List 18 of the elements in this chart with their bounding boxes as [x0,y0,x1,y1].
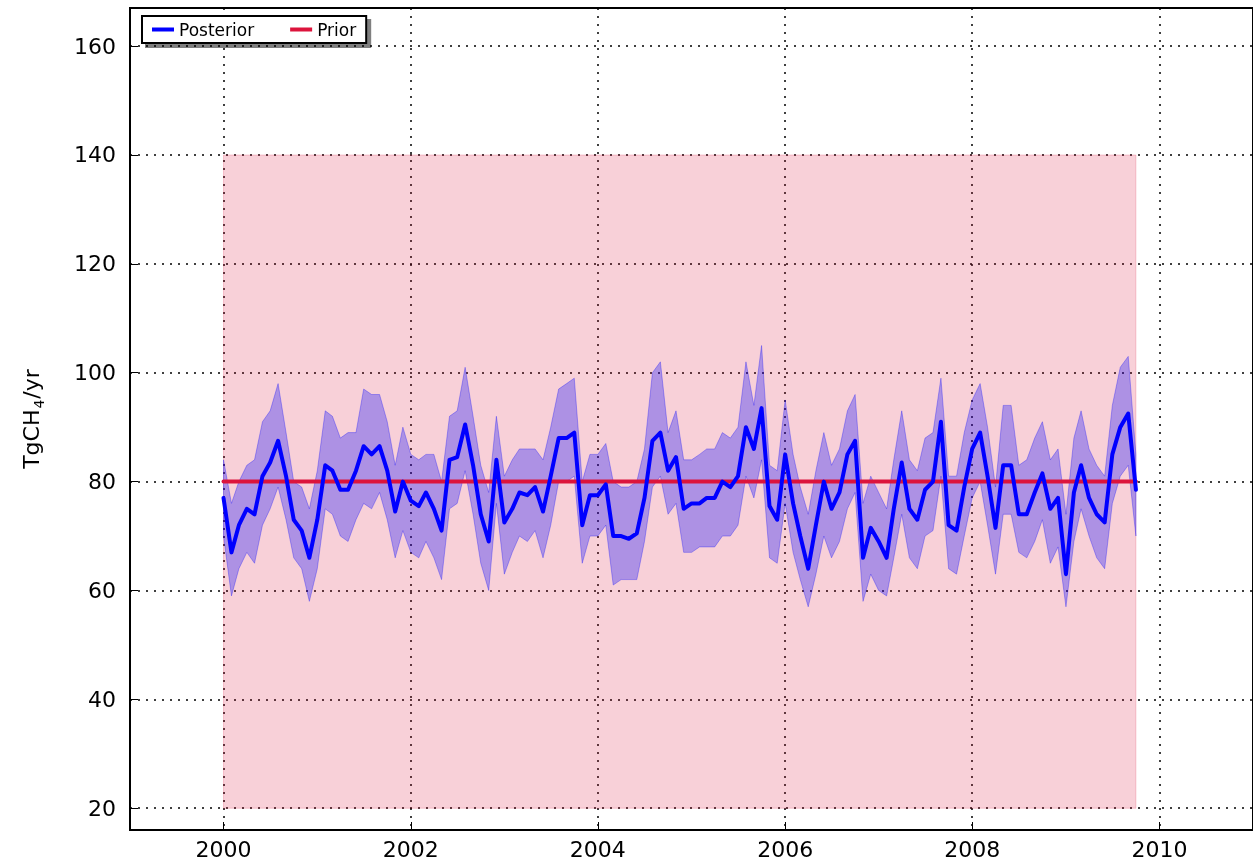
x-tick-label: 2010 [1131,836,1188,862]
y-tick-label: 160 [74,33,116,59]
y-axis-title: TgCH4/yr [18,368,47,470]
x-tick-label: 2006 [757,836,814,862]
y-tick-label: 60 [88,577,116,603]
y-tick-label: 80 [88,469,116,495]
y-tick-label: 40 [88,686,116,712]
x-tick-label: 2000 [195,836,252,862]
legend-label: Prior [317,19,357,40]
y-tick-label: 100 [74,360,116,386]
line-series [221,406,1138,577]
y-tick-label: 140 [74,142,116,168]
y-tick-label: 120 [74,251,116,277]
x-tick-label: 2004 [569,836,626,862]
x-tick-label: 2002 [382,836,439,862]
x-tick-label: 2008 [944,836,1001,862]
y-tick-label: 20 [88,795,116,821]
legend-label: Posterior [179,19,255,40]
